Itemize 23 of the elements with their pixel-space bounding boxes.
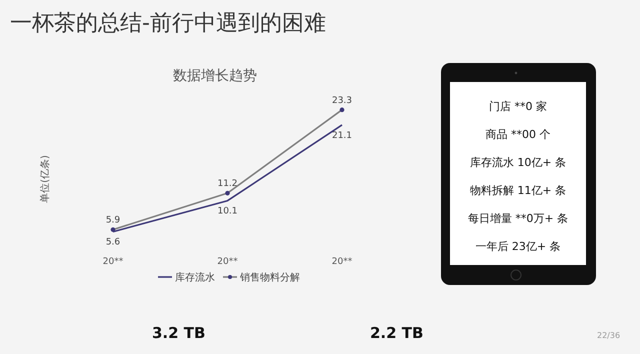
- text: 商品 **00 个: [486, 128, 550, 141]
- data-label: 21.1: [332, 130, 352, 141]
- text: 每日增量 **0万+ 条: [468, 212, 568, 225]
- legend-label: 销售物料分解: [239, 272, 300, 284]
- y-axis-title: 单位(亿条): [39, 155, 51, 203]
- data-label: 5.6: [106, 238, 120, 248]
- text: 门店 **0 家: [489, 100, 547, 113]
- text: 3.2 TB: [152, 324, 206, 342]
- data-label: 5.9: [106, 216, 120, 226]
- data-label: 10.1: [217, 206, 238, 217]
- text: 2.2 TB: [370, 324, 424, 342]
- legend-label: 库存流水: [175, 272, 215, 284]
- data-label: 23.3: [332, 96, 352, 106]
- text: 一年后 23亿+ 条: [475, 240, 561, 253]
- x-tick-label: 20**: [332, 257, 353, 267]
- data-label: 11.2: [217, 179, 238, 190]
- chart-subtitle: 数据增长趋势: [173, 68, 257, 84]
- x-tick-label: 20**: [102, 257, 124, 267]
- text: 库存流水 10亿+ 条: [470, 156, 566, 169]
- text: 22/36: [597, 331, 620, 340]
- text: 物料拆解 11亿+ 条: [470, 184, 566, 197]
- chart-title: 一杯茶的总结-前行中遇到的困难: [10, 11, 326, 36]
- x-tick-label: 20**: [217, 257, 238, 267]
